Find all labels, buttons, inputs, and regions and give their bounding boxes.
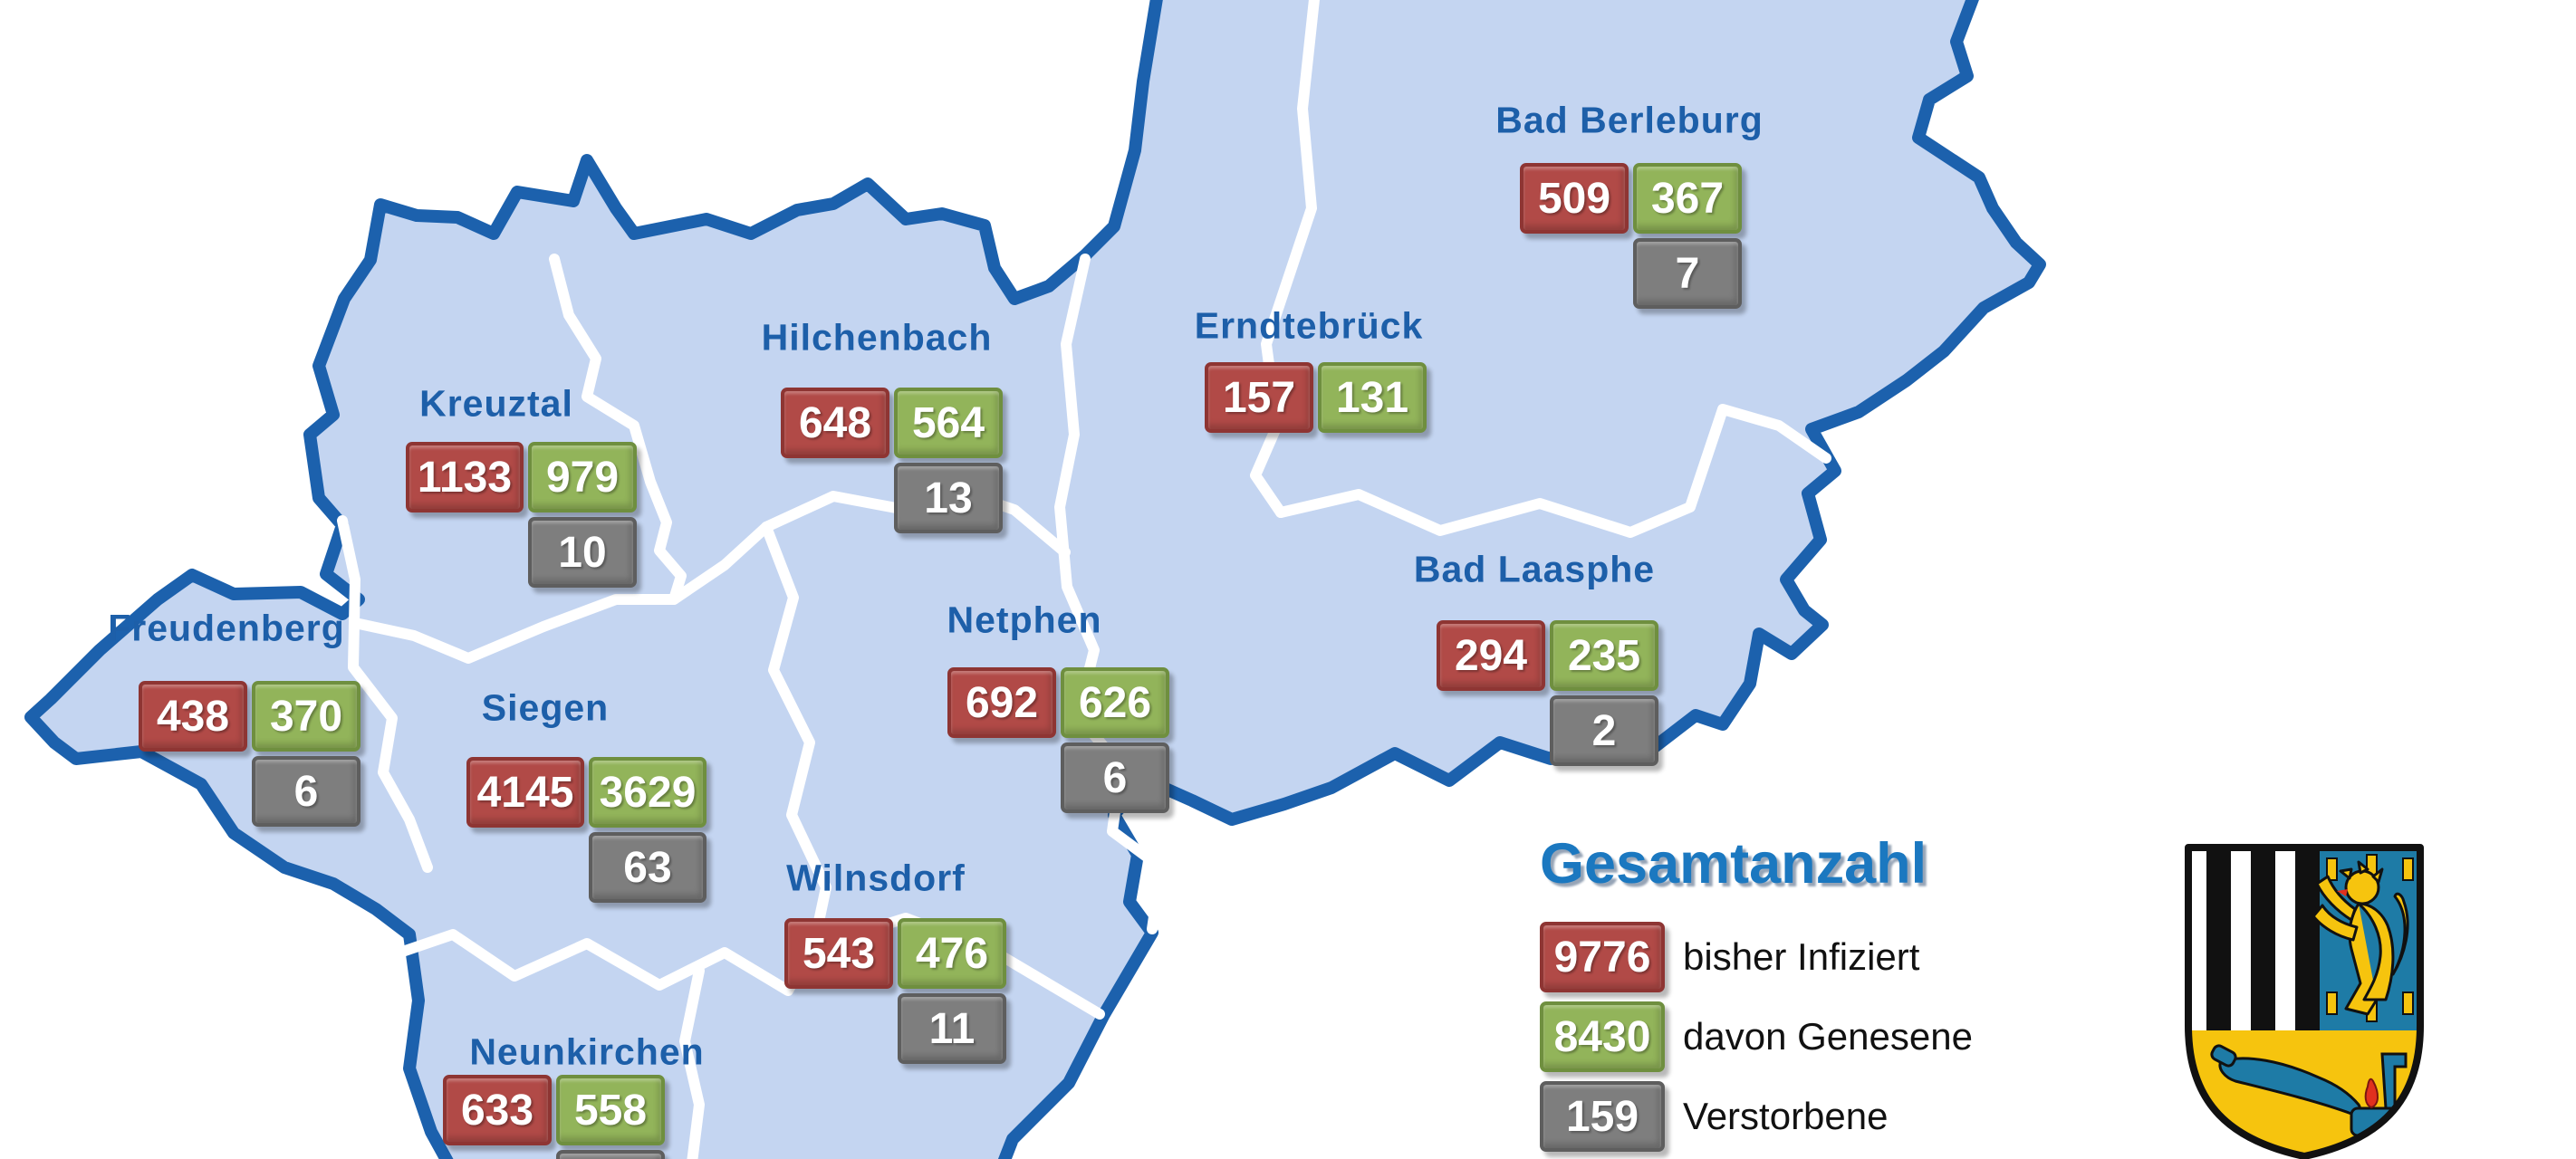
deceased-box: 2: [1550, 695, 1658, 766]
recovered-box: 979: [528, 442, 637, 512]
infected-box: 294: [1437, 620, 1545, 691]
region-label-freudenberg: Freudenberg: [108, 607, 345, 649]
deceased-box: 13: [894, 463, 1003, 533]
recovered-box: 3629: [589, 757, 706, 828]
deceased-box: 11: [898, 993, 1006, 1064]
infected-box: 1133: [406, 442, 524, 512]
recovered-total-label: davon Genesene: [1683, 1015, 1973, 1058]
recovered-box: 131: [1318, 362, 1427, 433]
legend-title: Gesamtanzahl: [1540, 832, 1927, 896]
infected-box: 648: [781, 388, 889, 458]
nassau-lion-icon: [2312, 860, 2409, 1016]
wittgenstein-pallets: [2206, 848, 2320, 1030]
deceased-box: 7: [1633, 238, 1742, 309]
infected-box: 509: [1520, 163, 1629, 234]
legend: Gesamtanzahl 9776 bisher Infiziert 8430 …: [1540, 831, 1973, 1159]
deceased-box: [556, 1150, 665, 1159]
shield-outline: [2185, 844, 2424, 1159]
coat-of-arms: [2185, 844, 2424, 1159]
recovered-box: 558: [556, 1075, 665, 1145]
recovered-total-box: 8430: [1540, 1001, 1665, 1072]
infected-box: 4145: [466, 757, 584, 828]
recovered-box: 626: [1061, 667, 1169, 738]
infected-box: 543: [784, 918, 893, 989]
region-label-neunkirchen: Neunkirchen: [469, 1030, 705, 1073]
deceased-total-label: Verstorbene: [1683, 1095, 1889, 1137]
region-label-kreuztal: Kreuztal: [419, 382, 573, 425]
recovered-box: 564: [894, 388, 1003, 458]
legend-row-deceased: 159 Verstorbene: [1540, 1081, 1927, 1152]
region-label-siegen: Siegen: [481, 686, 610, 729]
recovered-box: 476: [898, 918, 1006, 989]
deceased-box: 6: [1061, 742, 1169, 813]
infected-total-label: bisher Infiziert: [1683, 935, 1920, 978]
recovered-box: 370: [252, 681, 360, 752]
region-label-netphen: Netphen: [947, 599, 1102, 641]
region-label-hilchenbach: Hilchenbach: [761, 316, 993, 359]
region-label-erndtebr-ck: Erndtebrück: [1194, 304, 1424, 347]
recovered-box: 235: [1550, 620, 1658, 691]
infected-box: 692: [947, 667, 1056, 738]
district-outline: [24, 0, 2046, 1159]
recovered-box: 367: [1633, 163, 1742, 234]
region-label-wilnsdorf: Wilnsdorf: [786, 857, 966, 899]
deceased-box: 6: [252, 756, 360, 827]
legend-row-recovered: 8430 davon Genesene: [1540, 1001, 1973, 1072]
infected-box: 633: [443, 1075, 552, 1145]
region-label-bad-berleburg: Bad Berleburg: [1495, 99, 1764, 141]
lamp-flame: [2364, 1078, 2379, 1109]
deceased-box: 10: [528, 517, 637, 588]
legend-row-infected: 9776 bisher Infiziert: [1540, 922, 1927, 992]
infected-box: 157: [1205, 362, 1313, 433]
region-label-bad-laasphe: Bad Laasphe: [1413, 548, 1656, 590]
infected-box: 438: [139, 681, 247, 752]
deceased-box: 63: [589, 832, 706, 903]
infected-total-box: 9776: [1540, 922, 1665, 992]
deceased-total-box: 159: [1540, 1081, 1665, 1152]
